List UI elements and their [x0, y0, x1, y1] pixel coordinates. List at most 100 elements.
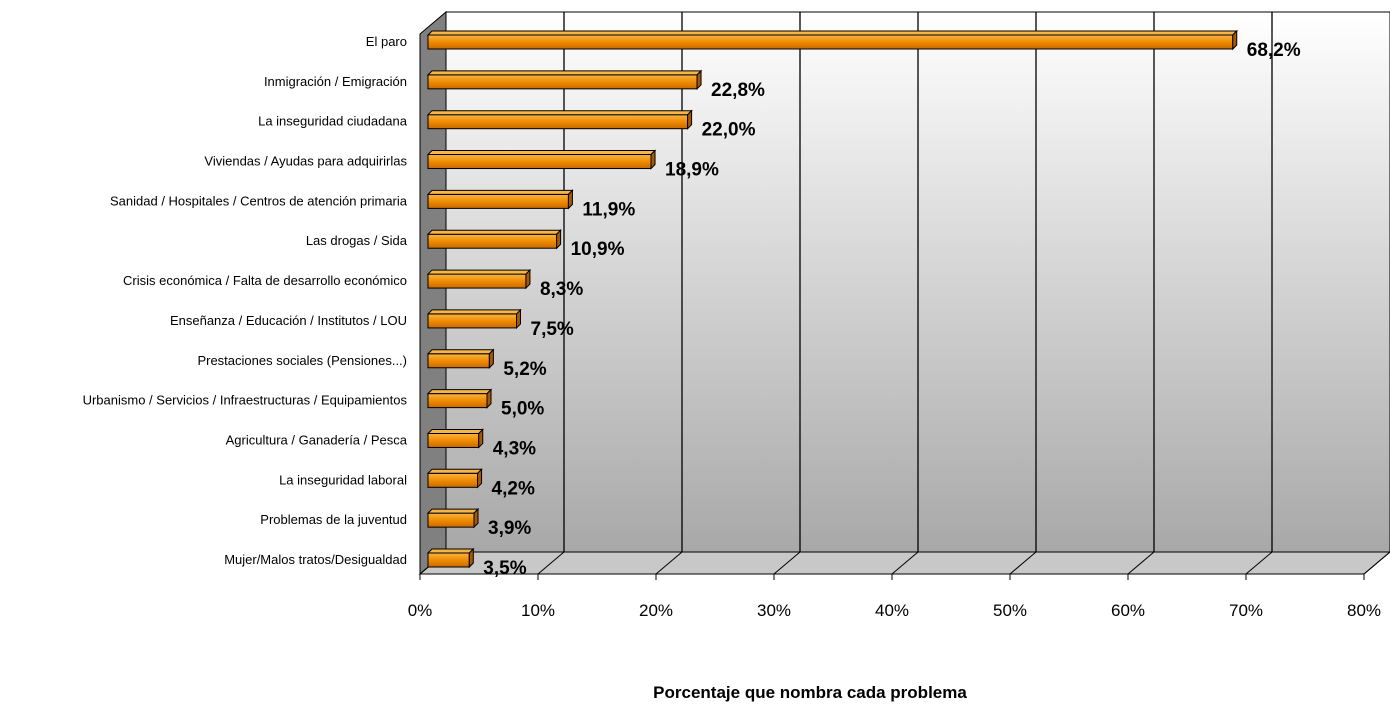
- bar-face: [427, 273, 527, 289]
- bar-end: [1232, 29, 1238, 51]
- bar: [426, 29, 1238, 51]
- floor-gridline: [1363, 551, 1390, 575]
- bar: [426, 229, 562, 250]
- bar-end: [525, 268, 531, 290]
- bar: [426, 388, 493, 409]
- value-label: 5,0%: [501, 399, 544, 420]
- bar-top: [426, 70, 703, 76]
- bar-end: [687, 109, 693, 130]
- x-tick-label: 10%: [521, 601, 555, 620]
- bar-top: [426, 468, 483, 474]
- bar-top: [426, 349, 495, 355]
- value-label: 4,2%: [492, 478, 535, 499]
- category-label: El paro: [366, 34, 407, 49]
- category-label: Inmigración / Emigración: [264, 74, 407, 89]
- bar-top: [426, 189, 574, 195]
- bar-top: [426, 30, 1238, 36]
- bar: [426, 268, 532, 290]
- category-label: Problemas de la juventud: [260, 512, 407, 527]
- bar-top: [426, 389, 493, 395]
- bar-face: [427, 193, 569, 209]
- value-label: 18,9%: [665, 160, 719, 181]
- x-tick-label: 40%: [875, 601, 909, 620]
- value-label: 3,5%: [483, 558, 526, 579]
- bar-face: [427, 114, 689, 130]
- bar-top: [426, 309, 522, 315]
- value-label: 68,2%: [1247, 40, 1301, 61]
- bar: [426, 149, 657, 170]
- bar: [426, 428, 484, 449]
- x-tick-label: 60%: [1111, 601, 1145, 620]
- bar-end: [468, 547, 474, 569]
- floor-gridline: [891, 551, 919, 575]
- bar-face: [427, 353, 490, 369]
- bar-face: [427, 154, 652, 170]
- bar-face: [427, 472, 479, 488]
- x-tick-label: 0%: [408, 601, 433, 620]
- category-label: Mujer/Malos tratos/Desigualdad: [224, 552, 407, 567]
- category-label: La inseguridad laboral: [279, 472, 407, 487]
- floor-gridline: [1127, 551, 1155, 575]
- value-label: 11,9%: [582, 199, 635, 220]
- floor-gridline: [655, 551, 683, 575]
- bar-top: [426, 428, 484, 434]
- value-label: 8,3%: [540, 279, 583, 300]
- bar-top: [426, 229, 562, 235]
- bar-end: [473, 507, 479, 529]
- category-label: Enseñanza / Educación / Institutos / LOU: [170, 313, 407, 328]
- bar-face: [427, 393, 488, 409]
- category-label: La inseguridad ciudadana: [258, 114, 408, 129]
- bar: [426, 547, 475, 569]
- bar-face: [427, 432, 480, 448]
- bar-top: [426, 508, 480, 514]
- bar: [426, 308, 522, 330]
- bar-end: [516, 308, 521, 330]
- category-label: Agricultura / Ganadería / Pesca: [226, 432, 408, 447]
- value-label: 5,2%: [503, 359, 546, 380]
- bar-face: [427, 512, 475, 528]
- category-label: Prestaciones sociales (Pensiones...): [197, 353, 407, 368]
- bar: [426, 69, 703, 91]
- floor-gridline: [537, 551, 565, 575]
- bar-top: [426, 150, 657, 156]
- bar-top: [426, 548, 475, 554]
- bar-face: [427, 233, 558, 249]
- category-label: Las drogas / Sida: [306, 233, 408, 248]
- bar-end: [488, 348, 494, 369]
- bar-end: [477, 468, 483, 489]
- value-label: 22,0%: [702, 120, 756, 141]
- bar-face: [427, 74, 698, 90]
- category-label: Crisis económica / Falta de desarrollo e…: [123, 273, 407, 288]
- bar-face: [427, 34, 1234, 50]
- category-label: Urbanismo / Servicios / Infraestructuras…: [83, 393, 408, 408]
- x-tick-label: 50%: [993, 601, 1027, 620]
- bar-end: [556, 229, 562, 250]
- x-tick-label: 30%: [757, 601, 791, 620]
- bar-end: [567, 189, 573, 210]
- bar-end: [486, 388, 492, 409]
- bar-top: [426, 110, 693, 116]
- x-tick-label: 20%: [639, 601, 673, 620]
- value-label: 10,9%: [571, 239, 625, 260]
- plot-side-wall: [419, 10, 447, 576]
- bar: [426, 189, 574, 210]
- category-label: Viviendas / Ayudas para adquirirlas: [204, 154, 407, 169]
- value-label: 22,8%: [711, 80, 765, 101]
- bar-face: [427, 552, 470, 568]
- bar-end: [478, 428, 484, 449]
- x-tick-label: 70%: [1229, 601, 1263, 620]
- floor-gridline: [1009, 551, 1037, 575]
- floor-gridline: [773, 551, 801, 575]
- bar: [426, 348, 495, 369]
- floor-gridline: [1245, 551, 1273, 575]
- value-label: 3,9%: [488, 518, 531, 539]
- bar-face: [427, 313, 517, 329]
- value-label: 7,5%: [531, 319, 574, 340]
- bar-end: [696, 69, 702, 91]
- category-label: Sanidad / Hospitales / Centros de atenci…: [110, 193, 408, 208]
- value-label: 4,3%: [493, 438, 536, 459]
- bar: [426, 468, 483, 489]
- x-axis-title: Porcentaje que nombra cada problema: [653, 683, 967, 702]
- bar-top: [426, 269, 532, 275]
